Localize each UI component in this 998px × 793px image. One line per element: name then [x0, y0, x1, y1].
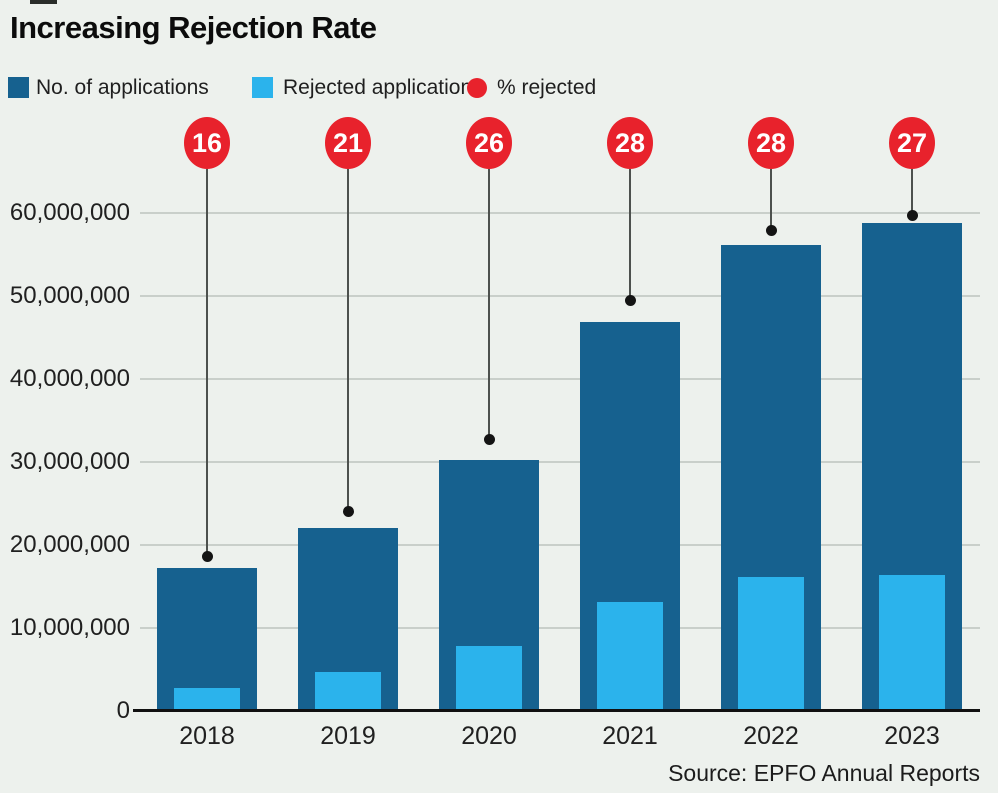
pct-badge: 28 [748, 117, 794, 169]
stem-dot [201, 550, 213, 562]
bar-rejected [456, 646, 522, 711]
stem-dot [624, 294, 636, 306]
stem-line [629, 169, 631, 300]
pct-badge: 27 [889, 117, 935, 169]
stem-dot [765, 224, 777, 236]
legend-swatch-rejected [252, 77, 273, 98]
grid-line [140, 461, 980, 463]
bar-rejected [879, 575, 945, 711]
bar-rejected [597, 602, 663, 711]
pct-badge: 28 [607, 117, 653, 169]
chart-title: Increasing Rejection Rate [10, 10, 377, 45]
y-tick-label: 60,000,000 [9, 199, 130, 226]
legend-swatch-applications [8, 77, 29, 98]
y-tick-label: 0 [116, 697, 130, 724]
source-credit: Source: EPFO Annual Reports [668, 760, 980, 786]
bar-rejected [738, 577, 804, 711]
y-tick-label: 50,000,000 [9, 282, 130, 309]
y-tick-label: 40,000,000 [9, 365, 130, 392]
legend-swatch-pct-icon [467, 78, 487, 98]
stem-dot [483, 433, 495, 445]
stem-line [911, 169, 913, 215]
y-tick-label: 30,000,000 [9, 448, 130, 475]
grid-line [140, 295, 980, 297]
y-tick-label: 10,000,000 [9, 614, 130, 641]
legend-label-pct: % rejected [497, 76, 597, 99]
stem-line [347, 169, 349, 511]
x-tick-label: 2020 [461, 722, 517, 750]
y-tick-label: 20,000,000 [9, 531, 130, 558]
legend-label-applications: No. of applications [36, 76, 209, 99]
grid-line [140, 212, 980, 214]
grid-line [140, 378, 980, 380]
x-tick-label: 2022 [743, 722, 799, 750]
stem-line [488, 169, 490, 439]
stem-line [770, 169, 772, 230]
bar-rejected [315, 672, 381, 711]
x-tick-label: 2023 [884, 722, 940, 750]
x-tick-label: 2018 [179, 722, 235, 750]
legend-label-rejected: Rejected applications [283, 76, 483, 99]
stem-line [206, 169, 208, 556]
bar-applications [157, 568, 257, 711]
x-axis-line [133, 709, 980, 712]
x-tick-label: 2021 [602, 722, 658, 750]
stem-dot [906, 209, 918, 221]
grid-line [140, 544, 980, 546]
grid-line [140, 627, 980, 629]
pct-badge: 26 [466, 117, 512, 169]
pct-badge: 16 [184, 117, 230, 169]
bar-rejected [174, 688, 240, 711]
x-tick-label: 2019 [320, 722, 376, 750]
pct-badge: 21 [325, 117, 371, 169]
top-edge-crop-artifact [30, 0, 57, 4]
stem-dot [342, 505, 354, 517]
